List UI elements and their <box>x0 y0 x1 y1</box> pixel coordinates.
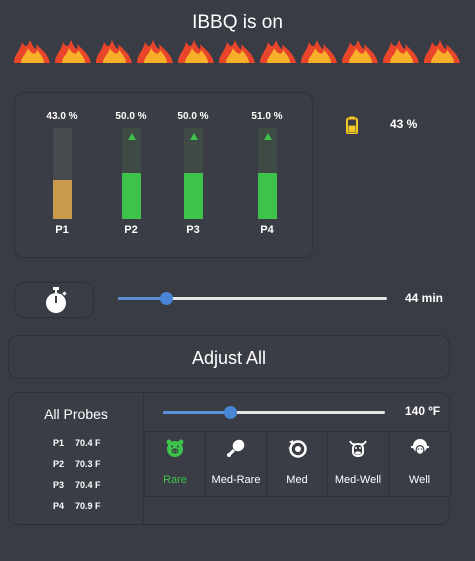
doneness-well-button[interactable]: Well <box>388 431 451 497</box>
doneness-label: Med <box>286 474 308 486</box>
pig-icon <box>145 438 205 460</box>
up-arrow-icon <box>190 133 198 140</box>
battery-icon <box>346 116 358 134</box>
battery-level-text: 43 % <box>390 117 418 131</box>
probe-gauge-p3: 50.0 % P3 <box>173 93 213 259</box>
probe-gauge-p4: 51.0 % P4 <box>247 93 287 259</box>
doneness-rare-button[interactable]: Rare <box>144 431 206 497</box>
timer-value: 44 min <box>405 291 444 305</box>
probe-bar <box>122 128 141 219</box>
panel-divider <box>143 393 144 525</box>
adjust-all-button[interactable]: Adjust All <box>8 335 450 379</box>
doneness-label: Well <box>408 474 431 486</box>
probe-name: P3 <box>53 480 65 490</box>
timer-slider-thumb[interactable] <box>160 292 174 305</box>
probe-name: P4 <box>53 501 65 511</box>
probe-name: P2 <box>53 459 65 469</box>
probe-temp-row: P3 70.4 F <box>53 480 101 490</box>
probe-percent: 50.0 % <box>115 111 147 122</box>
flame-icon <box>137 40 173 63</box>
target-temp-slider-thumb[interactable] <box>223 406 237 419</box>
flame-icon <box>96 40 132 63</box>
probe-bar-fill <box>184 173 203 219</box>
flames-strip-icon <box>14 40 460 63</box>
probe-temp-row: P1 70.4 F <box>53 438 101 448</box>
probe-levels-panel: 43.0 % P1 50.0 % P2 50.0 % P3 51.0 % P4 <box>14 92 313 258</box>
probe-bar <box>184 128 203 219</box>
timer-button[interactable] <box>14 282 94 318</box>
app-title: IBBQ is on <box>192 12 283 33</box>
probe-temp: 70.3 F <box>75 459 101 469</box>
all-probes-title: All Probes <box>44 406 108 422</box>
drumstick-icon <box>206 438 266 460</box>
flame-icon <box>342 40 378 63</box>
probe-temp-row: P2 70.3 F <box>53 459 101 469</box>
probe-gauge-p2: 50.0 % P2 <box>111 93 151 259</box>
sheep-icon <box>389 438 450 460</box>
doneness-med-rare-button[interactable]: Med-Rare <box>205 431 267 497</box>
probe-name: P3 <box>186 224 200 236</box>
probe-bar <box>53 128 72 219</box>
probe-percent: 43.0 % <box>46 111 78 122</box>
flame-icon <box>301 40 337 63</box>
up-arrow-icon <box>128 133 136 140</box>
probe-gauge-p1: 43.0 % P1 <box>42 93 82 259</box>
flame-icon <box>178 40 214 63</box>
probe-name: P1 <box>53 438 65 448</box>
probe-name: P1 <box>55 224 69 236</box>
chicken-icon <box>267 438 327 460</box>
probe-bar <box>258 128 277 219</box>
probe-temp-row: P4 70.9 F <box>53 501 101 511</box>
timer-slider[interactable] <box>118 292 387 305</box>
doneness-label: Med-Well <box>334 474 382 486</box>
doneness-med-well-button[interactable]: Med-Well <box>327 431 389 497</box>
probe-percent: 51.0 % <box>251 111 283 122</box>
probe-name: P2 <box>124 224 138 236</box>
cow-icon <box>328 438 388 460</box>
probe-bar-fill <box>122 173 141 219</box>
probe-percent: 50.0 % <box>177 111 209 122</box>
doneness-label: Med-Rare <box>211 474 261 486</box>
target-temp-slider[interactable] <box>163 406 385 419</box>
flame-icon <box>55 40 91 63</box>
flame-icon <box>383 40 419 63</box>
probe-name: P4 <box>260 224 274 236</box>
probe-temp: 70.9 F <box>75 501 101 511</box>
doneness-med-button[interactable]: Med <box>266 431 328 497</box>
flame-icon <box>14 40 50 63</box>
probe-temp: 70.4 F <box>75 438 101 448</box>
up-arrow-icon <box>264 133 272 140</box>
probe-temp: 70.4 F <box>75 480 101 490</box>
flame-icon <box>219 40 255 63</box>
flame-icon <box>424 40 460 63</box>
target-temp-value: 140 ºF <box>405 404 441 418</box>
timer-slider-fill <box>118 297 167 300</box>
target-temp-slider-fill <box>163 411 230 414</box>
stopwatch-icon <box>46 287 67 313</box>
all-probes-panel: All Probes P1 70.4 F P2 70.3 F P3 70.4 F P4… <box>8 392 451 525</box>
flame-icon <box>260 40 296 63</box>
doneness-label: Rare <box>163 474 187 486</box>
probe-bar-fill <box>258 173 277 219</box>
probe-bar-fill <box>53 180 72 219</box>
